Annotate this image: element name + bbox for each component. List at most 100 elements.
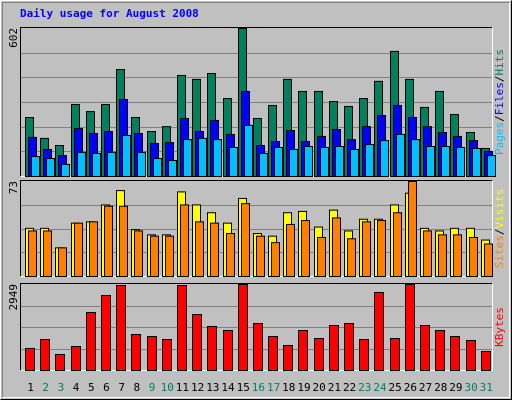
x-tick-label: 19	[297, 381, 310, 394]
bar	[55, 353, 65, 372]
legend-entry: Pages	[493, 122, 506, 155]
x-tick-label: 20	[313, 381, 326, 394]
x-tick-label: 29	[449, 381, 462, 394]
bar	[435, 329, 445, 371]
bar	[210, 222, 219, 277]
bar	[119, 205, 128, 277]
bar	[198, 137, 207, 178]
x-tick-label: 26	[404, 381, 417, 394]
bar	[86, 311, 96, 372]
x-tick-label: 27	[419, 381, 432, 394]
bar	[271, 242, 280, 277]
panel-bevel	[20, 283, 493, 371]
y-tick-label: 2949	[7, 284, 20, 311]
bar	[405, 284, 415, 371]
bar	[298, 329, 308, 371]
bar	[71, 345, 81, 372]
legend-entry: Sites	[493, 235, 506, 268]
x-tick-label: 17	[267, 381, 280, 394]
bar	[134, 230, 143, 278]
bar	[374, 291, 384, 371]
bar	[162, 339, 172, 371]
x-tick-label: 5	[88, 381, 95, 394]
bar	[92, 152, 101, 177]
bar	[438, 234, 447, 278]
bar	[107, 151, 116, 178]
x-tick-label: 21	[328, 381, 341, 394]
legend-separator: /	[493, 76, 506, 83]
bar	[244, 124, 253, 177]
legend-separator: /	[493, 229, 506, 236]
bar	[359, 339, 369, 371]
x-tick-label: 6	[103, 381, 110, 394]
bar	[207, 325, 217, 371]
x-tick-label: 7	[118, 381, 125, 394]
panel-bevel	[20, 180, 493, 277]
bar	[180, 204, 189, 277]
bar	[165, 235, 174, 277]
bar	[241, 203, 250, 277]
x-tick-label: 12	[191, 381, 204, 394]
bar	[453, 234, 462, 278]
bar	[347, 238, 356, 277]
bar	[274, 146, 283, 178]
bar	[147, 335, 157, 372]
x-tick-label: 11	[176, 381, 189, 394]
bar	[226, 233, 235, 277]
bar	[314, 338, 324, 372]
bar	[393, 212, 402, 278]
legend-separator: /	[493, 115, 506, 122]
legend: Pages/Files/Hits	[493, 49, 506, 155]
bar	[131, 334, 141, 371]
bar	[192, 314, 202, 372]
bar	[177, 284, 187, 371]
x-tick-label: 8	[134, 381, 141, 394]
bar	[487, 155, 496, 178]
bar	[466, 339, 476, 371]
bar	[253, 322, 263, 372]
legend: Sites/Visits	[493, 189, 506, 269]
bar	[31, 156, 40, 178]
bar	[28, 230, 37, 278]
bar	[101, 294, 111, 371]
x-tick-label: 10	[161, 381, 174, 394]
x-tick-label: 25	[389, 381, 402, 394]
bar	[481, 350, 491, 371]
bar	[77, 151, 86, 178]
bar	[365, 144, 374, 178]
bar	[43, 230, 52, 278]
x-tick-label: 9	[149, 381, 156, 394]
bar	[484, 243, 493, 278]
x-tick-label: 1	[27, 381, 34, 394]
bar	[223, 329, 233, 371]
legend-entry: Visits	[493, 189, 506, 229]
bar	[286, 223, 295, 277]
x-tick-label: 3	[58, 381, 65, 394]
x-tick-label: 28	[434, 381, 447, 394]
bar	[469, 236, 478, 278]
bar	[426, 146, 435, 177]
bar	[229, 146, 238, 178]
bar	[256, 235, 265, 277]
bar	[74, 222, 83, 277]
bar	[377, 220, 386, 277]
x-tick-label: 18	[282, 381, 295, 394]
bar	[344, 322, 354, 372]
bar	[289, 148, 298, 178]
x-tick-label: 13	[206, 381, 219, 394]
bar	[380, 140, 389, 177]
legend-entry: KBytes	[493, 307, 506, 347]
legend-entry: Files	[493, 82, 506, 115]
chart-title: Daily usage for August 2008	[20, 7, 199, 20]
bar	[58, 247, 67, 277]
y-tick-label: 602	[7, 28, 20, 48]
bar	[423, 230, 432, 278]
bar	[320, 146, 329, 178]
bar	[456, 146, 465, 178]
bar	[168, 160, 177, 177]
x-tick-label: 31	[480, 381, 493, 394]
x-tick-label: 15	[237, 381, 250, 394]
